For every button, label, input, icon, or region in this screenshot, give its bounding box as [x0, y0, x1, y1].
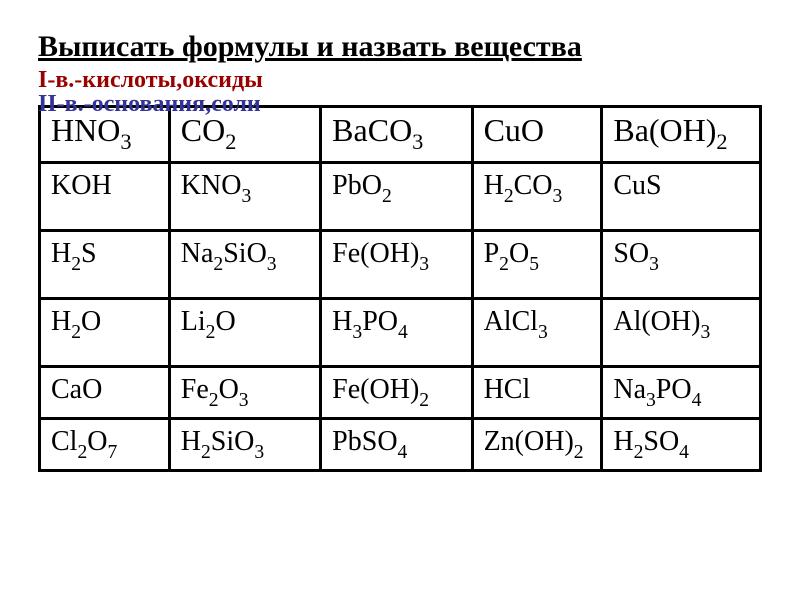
table-row: CaOFe2O3Fe(OH)2HClNa3PO4 — [40, 367, 761, 419]
table-cell: PbO2 — [321, 163, 472, 231]
table-cell: P2O5 — [472, 231, 602, 299]
table-cell: KOH — [40, 163, 170, 231]
formulas-table: HNO3CO2BaCO3CuOBa(OH)2KOHKNO3PbO2H2CO3Cu… — [38, 105, 762, 472]
table-cell: Fe(OH)2 — [321, 367, 472, 419]
table-cell: CuS — [602, 163, 761, 231]
table-cell: Al(OH)3 — [602, 299, 761, 367]
table-cell: HCl — [472, 367, 602, 419]
table-row: H2OLi2OH3PO4AlCl3Al(OH)3 — [40, 299, 761, 367]
table-cell: H3PO4 — [321, 299, 472, 367]
page-title: Выписать формулы и назвать вещества — [38, 28, 762, 66]
table-cell: Fe(OH)3 — [321, 231, 472, 299]
table-cell: Li2O — [169, 299, 320, 367]
table-cell: AlCl3 — [472, 299, 602, 367]
subtitle-variant-2: II-в.-основания,соли — [38, 90, 762, 119]
table-cell: H2SO4 — [602, 419, 761, 471]
table-row: KOHKNO3PbO2H2CO3CuS — [40, 163, 761, 231]
table-cell: Na2SiO3 — [169, 231, 320, 299]
table-cell: H2CO3 — [472, 163, 602, 231]
table-body: HNO3CO2BaCO3CuOBa(OH)2KOHKNO3PbO2H2CO3Cu… — [40, 107, 761, 471]
table-cell: H2SiO3 — [169, 419, 320, 471]
table-cell: Cl2O7 — [40, 419, 170, 471]
table-cell: Zn(OH)2 — [472, 419, 602, 471]
table-cell: SO3 — [602, 231, 761, 299]
table-cell: Na3PO4 — [602, 367, 761, 419]
table-row: Cl2O7H2SiO3PbSO4Zn(OH)2H2SO4 — [40, 419, 761, 471]
table-cell: CaO — [40, 367, 170, 419]
table-cell: KNO3 — [169, 163, 320, 231]
table-row: H2SNa2SiO3Fe(OH)3P2O5SO3 — [40, 231, 761, 299]
table-cell: H2S — [40, 231, 170, 299]
table-cell: H2O — [40, 299, 170, 367]
table-cell: Fe2O3 — [169, 367, 320, 419]
table-cell: PbSO4 — [321, 419, 472, 471]
